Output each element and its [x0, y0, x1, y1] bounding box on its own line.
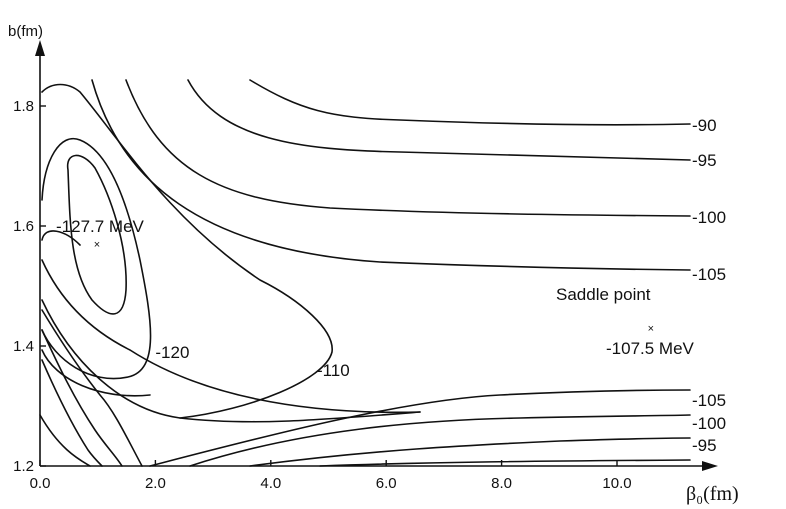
saddle-point-label: -107.5 MeV	[606, 339, 695, 358]
contour-line	[91, 79, 691, 271]
x-tick-label: 4.0	[260, 475, 281, 492]
axes	[35, 40, 718, 471]
contour-label: -90	[692, 116, 717, 135]
x-tick-label: 8.0	[491, 475, 512, 492]
contour-line	[41, 309, 143, 467]
contour-label: -95	[692, 151, 717, 170]
ticks: 0.0 2.0 4.0 6.0 8.0 10.0 1.2 1.4 1.6 1.8	[13, 98, 631, 492]
y-axis-title: b(fm)	[8, 23, 43, 40]
x-tick-label: 2.0	[145, 475, 166, 492]
y-tick-label: 1.2	[13, 458, 34, 475]
contour-line	[41, 299, 421, 423]
contour-label: -110	[317, 361, 350, 380]
contour-line	[249, 79, 691, 126]
annotations: × -127.7 MeV Saddle point × -107.5 MeV	[56, 217, 695, 358]
contour-label: -100	[692, 414, 726, 433]
contour-lines	[39, 79, 691, 467]
contour-line	[66, 154, 127, 315]
contour-line	[41, 83, 333, 419]
contour-label: -105	[692, 265, 726, 284]
contour-line	[249, 437, 691, 467]
x-tick-label: 6.0	[376, 475, 397, 492]
x-tick-label: 10.0	[602, 475, 631, 492]
contour-line	[319, 459, 691, 467]
contour-line	[41, 230, 151, 397]
y-tick-label: 1.8	[13, 98, 34, 115]
contour-value-labels: -90 -95 -100 -105 -120 -110 -105 -100 -95	[155, 116, 726, 455]
contour-line	[39, 414, 91, 467]
contour-line	[187, 79, 691, 161]
x-axis-title: β₀(fm)	[686, 483, 739, 505]
labels: b(fm) β₀(fm)	[8, 23, 739, 505]
contour-label: -120	[155, 343, 189, 362]
saddle-marker: ×	[648, 323, 654, 335]
contour-label: -105	[692, 391, 726, 410]
contour-line	[41, 259, 421, 414]
y-tick-label: 1.6	[13, 218, 34, 235]
saddle-point-title: Saddle point	[556, 285, 651, 304]
x-tick-label: 0.0	[30, 475, 51, 492]
x-axis-arrow	[702, 461, 718, 471]
contour-line	[149, 389, 691, 467]
y-axis-arrow	[35, 40, 45, 56]
contour-label: -95	[692, 436, 717, 455]
contour-label: -100	[692, 208, 726, 227]
contour-line	[41, 137, 152, 380]
minimum-marker: ×	[94, 239, 100, 251]
contour-line	[41, 359, 103, 467]
contour-line	[125, 79, 691, 217]
contour-line	[41, 329, 123, 467]
y-tick-label: 1.4	[13, 338, 34, 355]
minimum-label: -127.7 MeV	[56, 217, 145, 236]
contour-line	[189, 414, 691, 467]
